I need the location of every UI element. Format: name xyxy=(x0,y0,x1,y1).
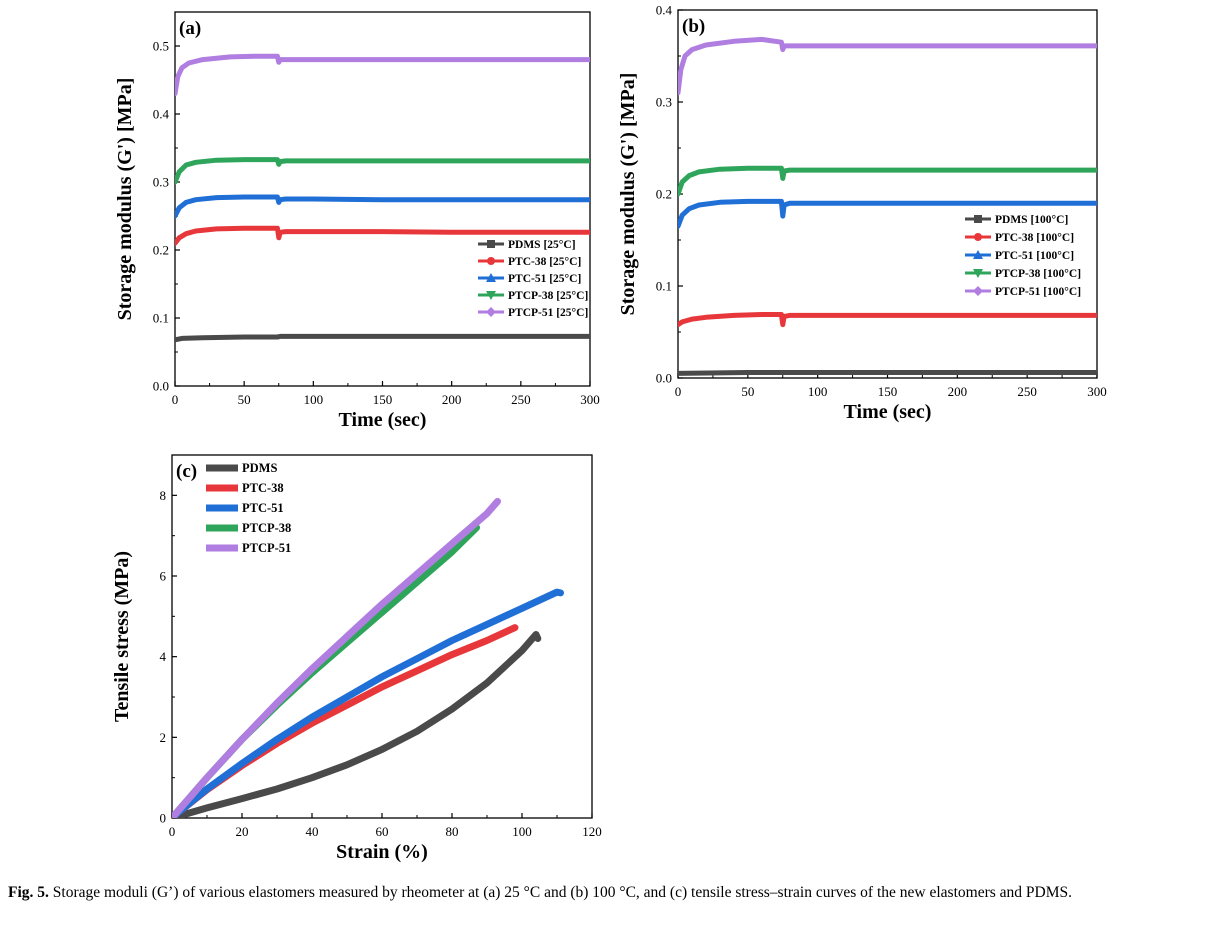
x-tick-label: 250 xyxy=(1017,384,1037,399)
y-tick-label: 0.5 xyxy=(153,39,169,54)
caption-text: Storage moduli (G’) of various elastomer… xyxy=(52,884,1072,901)
legend-label: PTC-38 [100°C] xyxy=(995,232,1074,244)
legend-label: PTC-51 [100°C] xyxy=(995,250,1074,262)
x-axis-label: Time (sec) xyxy=(844,401,932,423)
y-tick-label: 0.1 xyxy=(153,311,169,326)
legend-marker-diamond xyxy=(973,286,983,296)
legend-marker-triangle-down xyxy=(486,291,496,300)
x-tick-label: 20 xyxy=(236,824,249,839)
series-line xyxy=(678,165,1097,197)
y-tick-label: 4 xyxy=(160,649,167,664)
legend-label: PTCP-51 xyxy=(242,541,291,555)
series-line xyxy=(678,370,1097,376)
series-line xyxy=(172,588,564,818)
legend-marker-triangle-down xyxy=(973,269,983,278)
x-tick-label: 50 xyxy=(741,384,754,399)
legend-label: PTCP-38 [100°C] xyxy=(995,268,1081,280)
series-line xyxy=(172,631,542,818)
x-tick-label: 50 xyxy=(238,392,251,407)
y-tick-label: 0.1 xyxy=(656,279,672,294)
legend-marker-square xyxy=(974,215,982,223)
series-line xyxy=(175,53,590,97)
chart-panel-1: 0 50 100 150 200 250 300 0.0 0.1 0.2 0.3 0.4 0.5 Time… xyxy=(114,11,600,431)
legend-marker-triangle-up xyxy=(486,273,496,282)
chart-panel-3: 0 20 40 60 80 100 120 0 2 4 6 8 Strain (%) Tensile st… xyxy=(111,454,602,863)
x-axis-label: Time (sec) xyxy=(339,409,427,431)
panel-label: (a) xyxy=(179,18,201,39)
y-tick-label: 0.2 xyxy=(656,187,672,202)
series-line xyxy=(172,624,519,818)
legend-marker-circle xyxy=(974,233,982,241)
x-tick-label: 80 xyxy=(446,824,459,839)
y-axis-label: Tensile stress (MPa) xyxy=(111,551,133,722)
series-line xyxy=(175,157,590,185)
x-tick-label: 250 xyxy=(511,392,531,407)
x-tick-label: 0 xyxy=(172,392,179,407)
caption-label: Fig. 5. xyxy=(8,884,49,901)
panel-label: (c) xyxy=(176,461,197,482)
y-tick-label: 6 xyxy=(160,569,167,584)
figure-caption: Fig. 5. Storage moduli (G’) of various e… xyxy=(8,882,1220,904)
x-tick-label: 150 xyxy=(373,392,393,407)
x-tick-label: 300 xyxy=(1087,384,1107,399)
plot-frame xyxy=(677,9,1098,379)
y-axis-label: Storage modulus (G') [MPa] xyxy=(114,78,136,321)
legend-label: PTC-51 xyxy=(242,501,284,515)
x-tick-label: 40 xyxy=(306,824,319,839)
legend-label: PTC-38 [25°C] xyxy=(508,256,581,268)
legend-marker-triangle-up xyxy=(973,250,983,259)
legend-label: PTC-51 [25°C] xyxy=(508,273,581,285)
legend-label: PTCP-51 [25°C] xyxy=(508,307,588,319)
x-tick-label: 200 xyxy=(948,384,968,399)
y-tick-label: 2 xyxy=(160,730,167,745)
y-tick-label: 0.0 xyxy=(656,371,672,386)
legend-marker-circle xyxy=(487,257,495,265)
y-tick-label: 0.4 xyxy=(153,107,170,122)
legend-label: PDMS [100°C] xyxy=(995,214,1068,226)
series-line xyxy=(175,333,590,343)
series-line xyxy=(678,198,1097,229)
panel-label: (b) xyxy=(682,16,705,37)
chart-panel-2: 0 50 100 150 200 250 300 0.0 0.1 0.2 0.3 0.4 Time (s… xyxy=(617,3,1107,424)
y-tick-label: 0.2 xyxy=(153,243,169,258)
x-axis-label: Strain (%) xyxy=(336,841,428,863)
series-line xyxy=(678,36,1097,96)
series-line xyxy=(175,225,590,246)
x-tick-label: 300 xyxy=(580,392,600,407)
x-tick-label: 100 xyxy=(808,384,828,399)
legend-marker-square xyxy=(487,240,495,248)
legend-label: PDMS [25°C] xyxy=(508,239,576,251)
series-line xyxy=(175,194,590,219)
y-tick-label: 8 xyxy=(160,488,167,503)
legend-label: PTCP-38 xyxy=(242,521,291,535)
y-tick-label: 0.0 xyxy=(153,379,169,394)
x-tick-label: 0 xyxy=(169,824,176,839)
legend-label: PTCP-38 [25°C] xyxy=(508,290,588,302)
x-tick-label: 0 xyxy=(675,384,682,399)
legend-label: PDMS xyxy=(242,461,277,475)
x-tick-label: 100 xyxy=(512,824,532,839)
legend-marker-diamond xyxy=(486,307,496,317)
x-tick-label: 60 xyxy=(376,824,389,839)
y-tick-label: 0.4 xyxy=(656,3,673,18)
y-tick-label: 0.3 xyxy=(153,175,169,190)
x-tick-label: 150 xyxy=(878,384,898,399)
y-tick-label: 0 xyxy=(160,811,167,826)
y-tick-label: 0.3 xyxy=(656,95,672,110)
x-tick-label: 200 xyxy=(442,392,462,407)
y-axis-label: Storage modulus (G') [MPa] xyxy=(617,73,639,316)
series-line xyxy=(172,497,501,818)
x-tick-label: 100 xyxy=(304,392,324,407)
legend-label: PTCP-51 [100°C] xyxy=(995,286,1081,298)
series-line xyxy=(678,312,1097,328)
x-tick-label: 120 xyxy=(582,824,602,839)
legend-label: PTC-38 xyxy=(242,481,284,495)
